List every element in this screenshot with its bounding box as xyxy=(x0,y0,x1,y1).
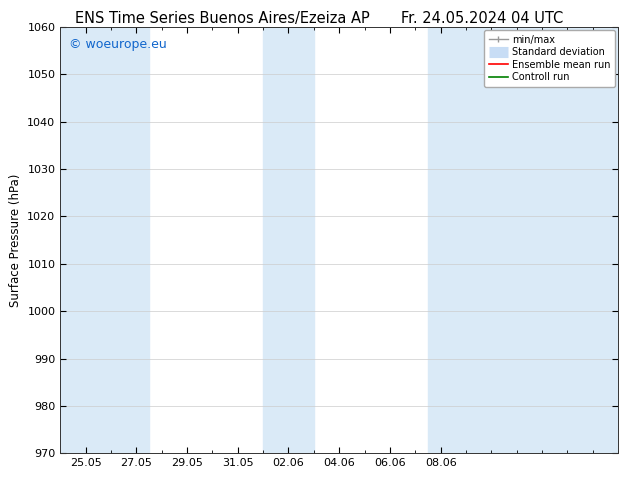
Bar xyxy=(428,27,618,453)
Text: Fr. 24.05.2024 04 UTC: Fr. 24.05.2024 04 UTC xyxy=(401,11,563,26)
Text: ENS Time Series Buenos Aires/Ezeiza AP: ENS Time Series Buenos Aires/Ezeiza AP xyxy=(75,11,369,26)
Bar xyxy=(263,27,314,453)
Text: © woeurope.eu: © woeurope.eu xyxy=(68,38,166,50)
Y-axis label: Surface Pressure (hPa): Surface Pressure (hPa) xyxy=(9,173,22,307)
Bar xyxy=(111,27,149,453)
Bar xyxy=(60,27,111,453)
Legend: min/max, Standard deviation, Ensemble mean run, Controll run: min/max, Standard deviation, Ensemble me… xyxy=(484,30,615,87)
